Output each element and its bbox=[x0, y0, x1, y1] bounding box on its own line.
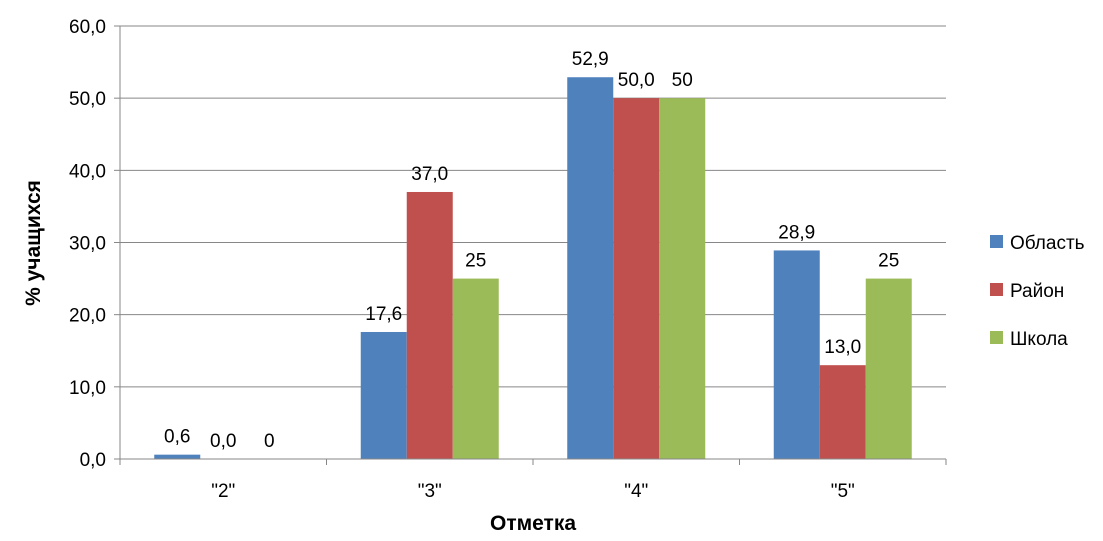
data-label: 37,0 bbox=[411, 164, 448, 185]
x-tick-label: "4" bbox=[624, 481, 648, 502]
x-tick-label: "3" bbox=[418, 481, 442, 502]
bar bbox=[773, 250, 820, 459]
data-labels: 0,6 0,0 0 17,6 37,0 25 52,9 50,0 50 28,9 13,0 25 bbox=[164, 49, 899, 452]
legend: Область Район Школа bbox=[990, 233, 1085, 350]
gridlines bbox=[120, 25, 946, 388]
data-label: 0 bbox=[264, 431, 275, 452]
legend-swatch bbox=[990, 283, 1003, 296]
y-tick-label: 50,0 bbox=[69, 89, 106, 110]
data-label: 28,9 bbox=[778, 222, 815, 243]
y-tick-label: 30,0 bbox=[69, 234, 106, 255]
y-axis-title: % учащихся bbox=[22, 180, 45, 306]
bar bbox=[865, 278, 912, 459]
y-tick-label: 40,0 bbox=[69, 161, 106, 182]
legend-label: Район bbox=[1010, 281, 1064, 302]
y-tick-label: 60,0 bbox=[69, 17, 106, 38]
bar bbox=[567, 77, 614, 459]
bar bbox=[406, 191, 453, 459]
bar bbox=[360, 331, 407, 459]
legend-label: Область bbox=[1010, 233, 1085, 254]
y-tick-label: 0,0 bbox=[80, 450, 106, 471]
data-label: 0,0 bbox=[210, 431, 236, 452]
data-label: 50 bbox=[672, 70, 693, 91]
legend-swatch bbox=[990, 331, 1003, 344]
bar bbox=[819, 365, 866, 459]
data-label: 13,0 bbox=[824, 337, 861, 358]
x-tick-label: "5" bbox=[831, 481, 855, 502]
data-label: 50,0 bbox=[618, 70, 655, 91]
y-tick-label: 20,0 bbox=[69, 306, 106, 327]
data-label: 25 bbox=[878, 251, 899, 272]
legend-swatch bbox=[990, 235, 1003, 248]
bar bbox=[659, 98, 706, 460]
x-axis-title: Отметка bbox=[490, 512, 576, 535]
bar bbox=[452, 278, 499, 459]
y-tick-label: 10,0 bbox=[69, 378, 106, 399]
data-label: 52,9 bbox=[572, 49, 609, 70]
x-tick-label: "2" bbox=[211, 481, 235, 502]
bar bbox=[154, 454, 201, 459]
bar bbox=[613, 98, 660, 460]
axes: 0,0 10,0 20,0 30,0 40,0 50,0 60,0 "2" "3" "4" "5" bbox=[69, 17, 947, 502]
data-label: 17,6 bbox=[365, 304, 402, 325]
legend-label: Школа bbox=[1010, 329, 1068, 350]
data-label: 0,6 bbox=[164, 427, 190, 448]
bars bbox=[154, 77, 912, 460]
data-label: 25 bbox=[465, 251, 486, 272]
